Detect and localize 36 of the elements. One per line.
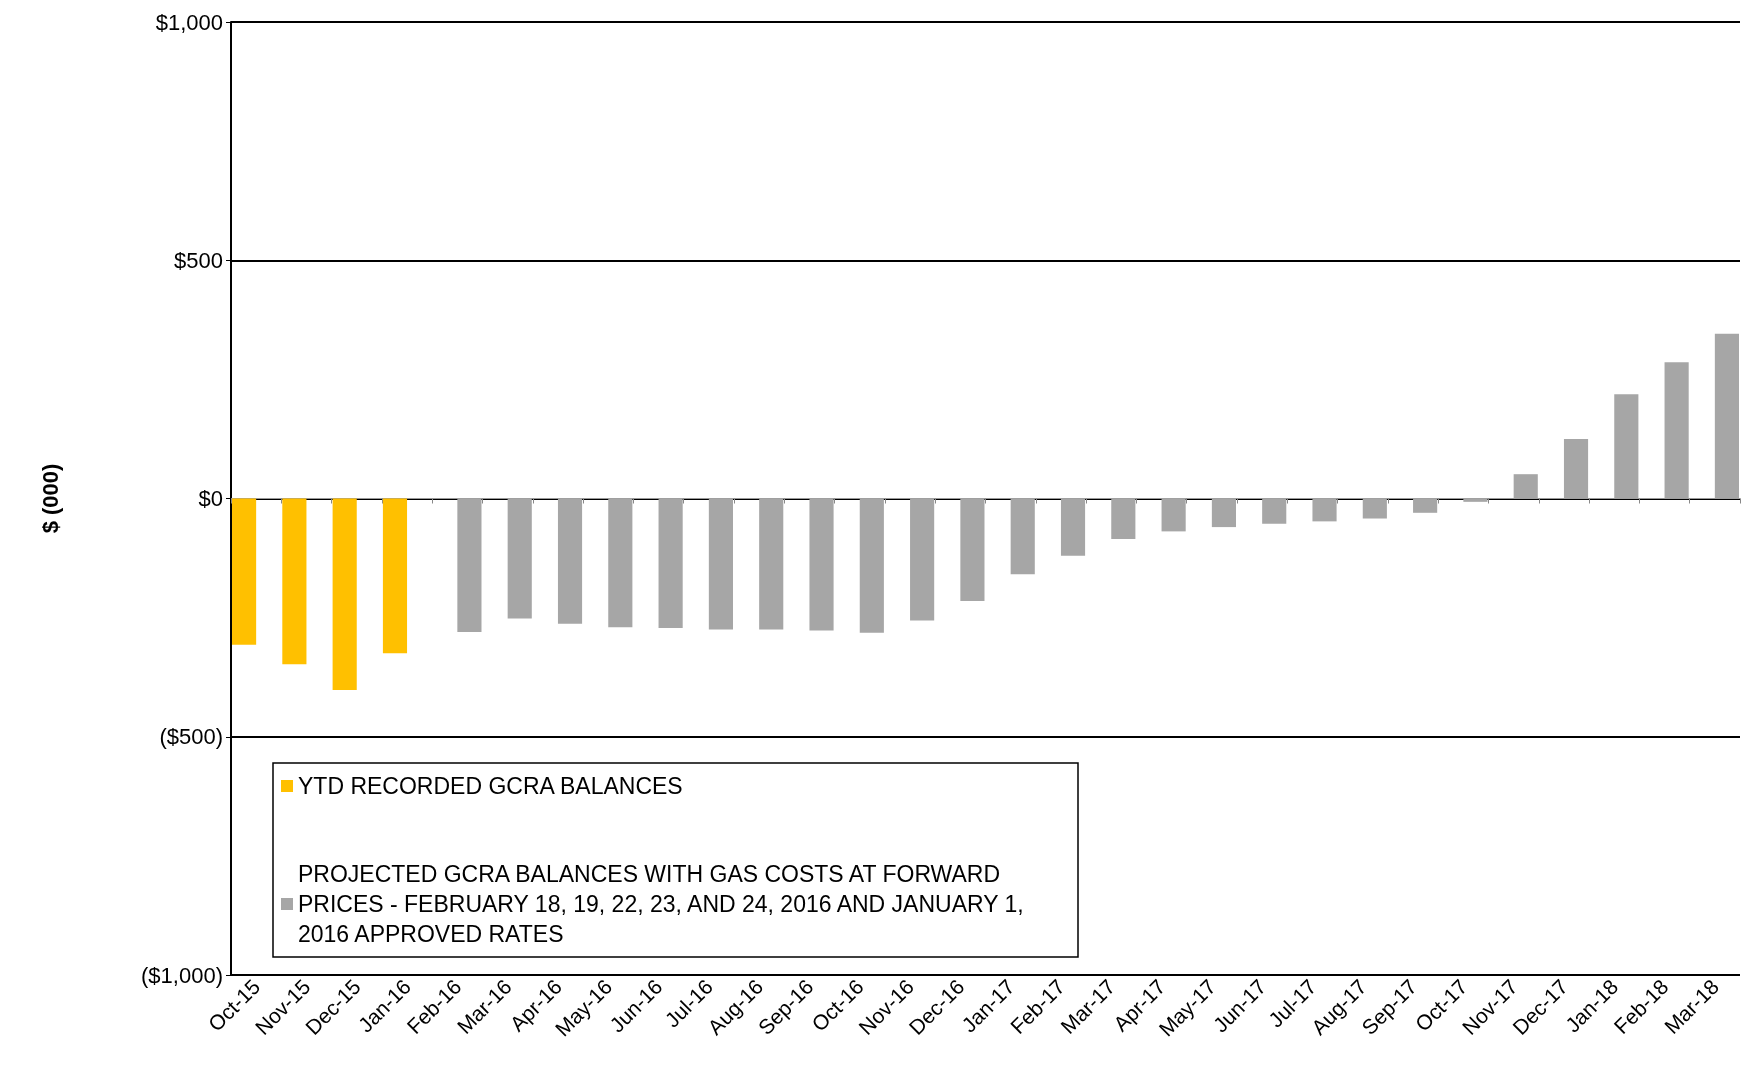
bar	[332, 498, 357, 691]
bar	[859, 498, 884, 633]
bar	[708, 498, 733, 630]
bar	[759, 498, 784, 630]
bar	[1614, 394, 1639, 499]
bar	[1161, 498, 1186, 532]
bar	[232, 498, 257, 645]
bar	[1362, 498, 1387, 519]
bar	[382, 498, 408, 654]
bar	[1513, 474, 1538, 499]
legend-label: PROJECTED GCRA BALANCES WITH GAS COSTS AT FORWARD PRICES - FEBRUARY 18, 19, 22, 23, AND 24, 2016 AND JANUARY 1, 2016 APPROVED RATES	[298, 861, 1031, 947]
bar	[608, 498, 633, 628]
bar	[910, 498, 935, 621]
bar	[1563, 438, 1589, 499]
bar	[507, 498, 532, 619]
bar	[1060, 498, 1086, 556]
bar	[1262, 498, 1287, 524]
bar	[282, 498, 307, 665]
y-tick-label: ($500)	[159, 724, 223, 750]
bar	[1111, 498, 1136, 539]
y-tick-label: $1,000	[155, 9, 223, 35]
y-tick-label: $0	[198, 486, 223, 511]
bar	[457, 498, 482, 632]
bar	[960, 498, 985, 601]
bar	[658, 498, 683, 629]
y-axis-title: $ (000)	[37, 463, 63, 534]
bar	[809, 498, 834, 631]
bar	[1714, 333, 1739, 499]
bar	[1312, 498, 1337, 522]
bar	[1664, 362, 1689, 499]
legend-label: YTD RECORDED GCRA BALANCES	[298, 773, 683, 799]
y-tick-label: $500	[174, 247, 223, 273]
bar	[557, 498, 583, 624]
bar	[1010, 498, 1035, 575]
bar	[1211, 498, 1236, 528]
bar	[1413, 498, 1438, 513]
